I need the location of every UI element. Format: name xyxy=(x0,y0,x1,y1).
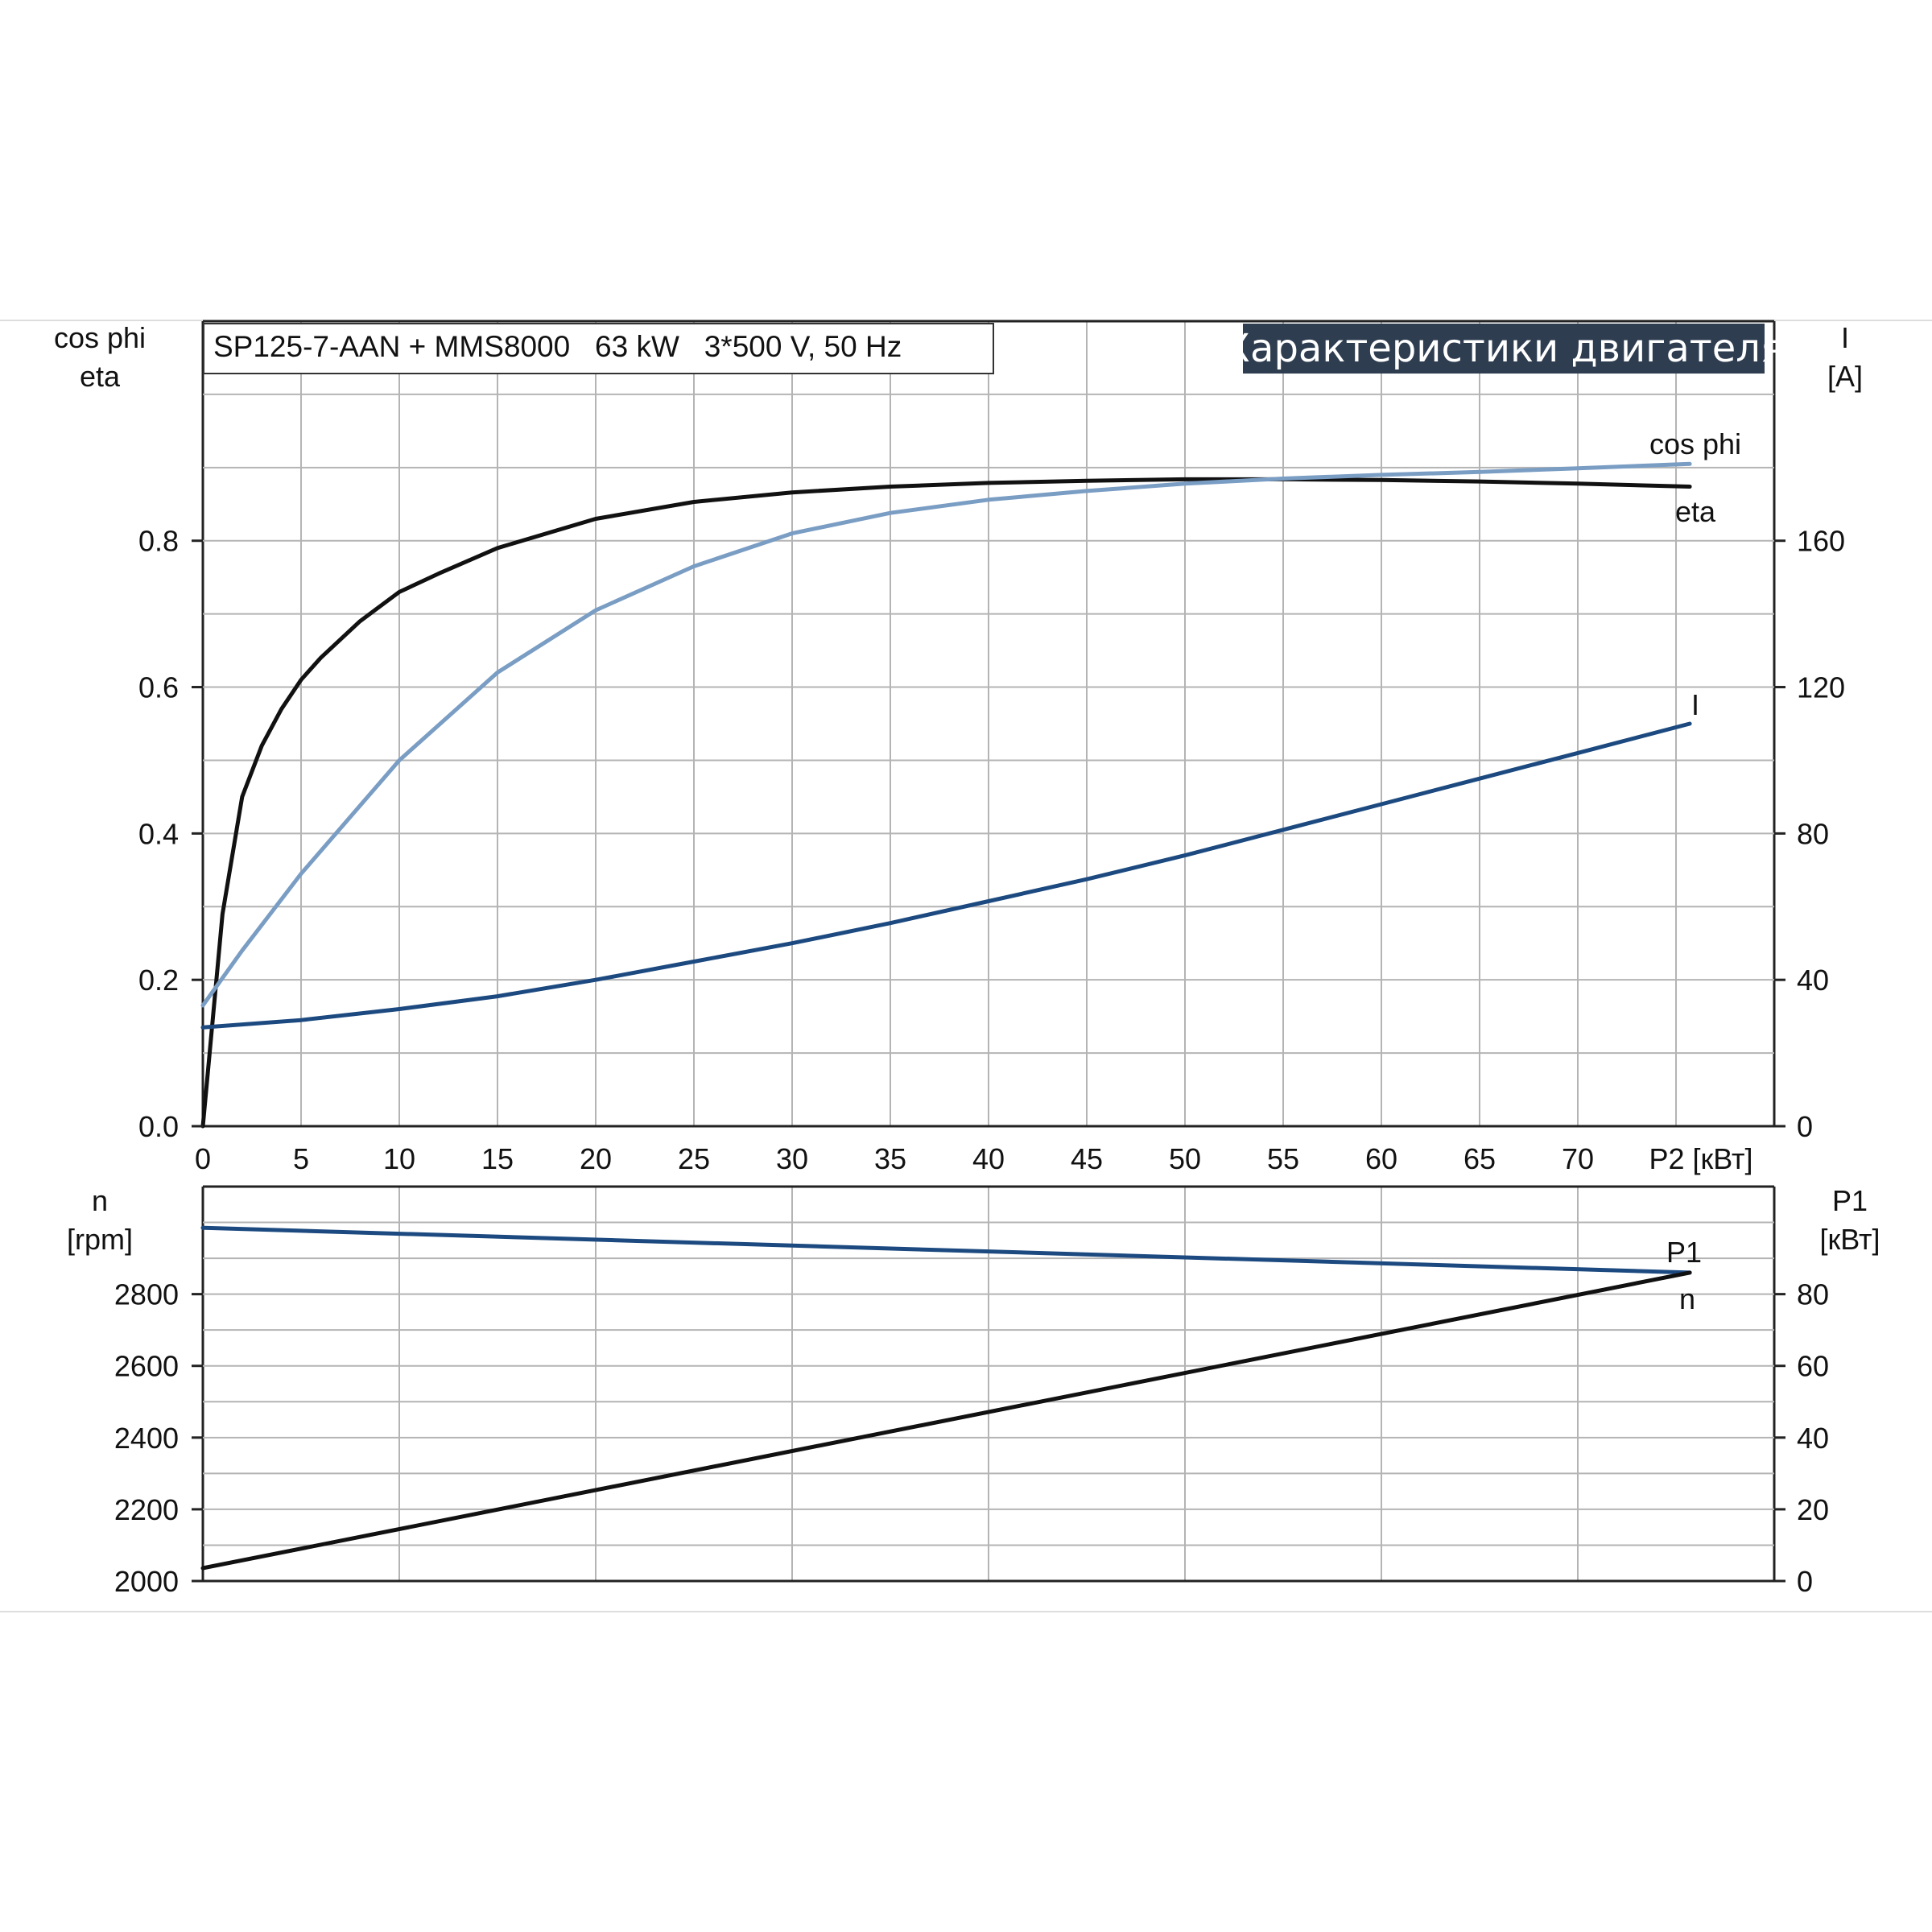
right-tick-label: 60 xyxy=(1797,1350,1829,1383)
series-line-p1 xyxy=(200,1270,1692,1571)
lower-grid xyxy=(201,1185,1776,1583)
series-line-i xyxy=(200,721,1692,1030)
series-line-n xyxy=(200,1225,1692,1275)
series-label-eta: eta xyxy=(1675,495,1716,528)
series-label-cos-phi: cos phi xyxy=(1649,427,1741,460)
upper-left-axis-label-eta: eta xyxy=(80,360,121,393)
right-tick-label: 120 xyxy=(1797,671,1845,704)
x-tick-label: 40 xyxy=(972,1142,1005,1175)
left-tick-label: 2000 xyxy=(114,1565,179,1598)
upper-left-axis-label-cos-phi: cos phi xyxy=(54,321,146,354)
right-tick-label: 0 xyxy=(1797,1110,1813,1143)
chart-subtitle: SP125-7-AAN + MMS8000 63 kW 3*500 V, 50 … xyxy=(213,330,902,363)
x-tick-label: 35 xyxy=(874,1142,906,1175)
x-tick-label: 55 xyxy=(1267,1142,1299,1175)
upper-ticks: 0.0 0.2 0.4 0.6 0.8 0 40 80 120 160 0 5 10 15 20 25 30 35… xyxy=(138,525,1845,1175)
left-tick-label: 0.8 xyxy=(138,525,179,558)
right-tick-label: 80 xyxy=(1797,817,1829,850)
left-tick-label: 0.2 xyxy=(138,964,179,997)
chart-title-banner: Характеристики двигателя xyxy=(1224,326,1784,371)
x-tick-label: 60 xyxy=(1365,1142,1397,1175)
lower-series xyxy=(200,1225,1692,1571)
x-tick-label: 5 xyxy=(293,1142,309,1175)
right-tick-label: 80 xyxy=(1797,1278,1829,1311)
left-tick-label: 2200 xyxy=(114,1493,179,1526)
x-axis-label: P2 [кВт] xyxy=(1649,1142,1752,1175)
x-tick-label: 50 xyxy=(1169,1142,1201,1175)
left-tick-label: 0.6 xyxy=(138,671,179,704)
lower-left-axis-label-n: n xyxy=(92,1184,108,1217)
upper-right-axis-label-unit: [A] xyxy=(1827,360,1863,393)
x-tick-label: 65 xyxy=(1463,1142,1496,1175)
x-tick-label: 0 xyxy=(195,1142,211,1175)
x-tick-label: 30 xyxy=(776,1142,808,1175)
series-label-n: n xyxy=(1679,1282,1695,1315)
banner-box xyxy=(1243,324,1765,374)
x-tick-label: 25 xyxy=(678,1142,710,1175)
upper-grid xyxy=(201,320,1776,1128)
x-tick-label: 15 xyxy=(481,1142,514,1175)
series-label-p1: P1 xyxy=(1666,1236,1702,1269)
left-tick-label: 0.0 xyxy=(138,1110,179,1143)
right-tick-label: 0 xyxy=(1797,1565,1813,1598)
upper-series xyxy=(200,461,1692,1129)
left-tick-label: 2600 xyxy=(114,1350,179,1383)
left-tick-label: 2400 xyxy=(114,1422,179,1455)
series-label-i: I xyxy=(1691,688,1699,721)
lower-right-axis-label-unit: [кВт] xyxy=(1819,1223,1880,1256)
x-tick-label: 70 xyxy=(1562,1142,1594,1175)
lower-right-axis-label-p1: P1 xyxy=(1832,1184,1868,1217)
right-tick-label: 40 xyxy=(1797,1422,1829,1455)
x-tick-label: 45 xyxy=(1071,1142,1103,1175)
series-line-eta xyxy=(200,477,1692,1129)
lower-ticks: 2000 2200 2400 2600 2800 0 20 40 60 80 xyxy=(114,1278,1829,1598)
series-line-cos-phi xyxy=(200,461,1692,1008)
lower-left-axis-label-unit: [rpm] xyxy=(67,1223,133,1256)
right-tick-label: 40 xyxy=(1797,964,1829,997)
x-tick-label: 20 xyxy=(580,1142,612,1175)
left-tick-label: 0.4 xyxy=(138,817,179,850)
left-tick-label: 2800 xyxy=(114,1278,179,1311)
upper-right-axis-label-i: I xyxy=(1841,321,1849,354)
x-tick-label: 10 xyxy=(383,1142,415,1175)
subtitle-box xyxy=(203,323,994,374)
right-tick-label: 20 xyxy=(1797,1493,1829,1526)
right-tick-label: 160 xyxy=(1797,525,1845,558)
